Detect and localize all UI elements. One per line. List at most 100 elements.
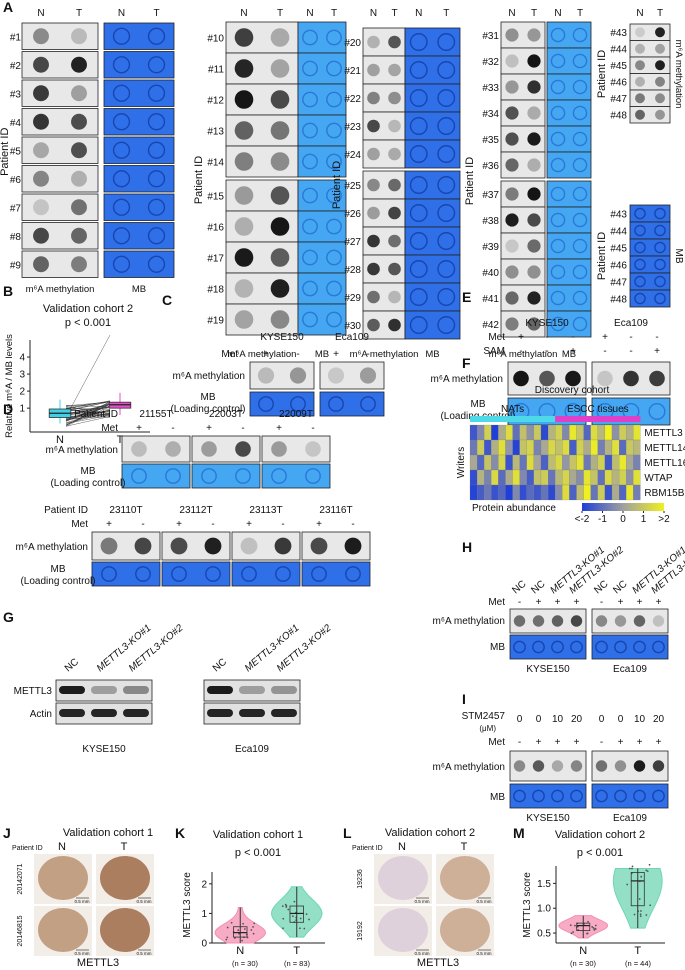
- label: MB: [201, 392, 216, 403]
- patient-id: #13: [207, 127, 224, 138]
- blot: [629, 272, 671, 291]
- jitter-point: [639, 913, 642, 916]
- blot-dot: [532, 760, 545, 772]
- heatmap-cell: [547, 454, 556, 471]
- heatmap-cell: [519, 469, 527, 486]
- label: 10: [634, 714, 646, 725]
- blot-dot: [112, 255, 131, 273]
- blot: [297, 303, 347, 336]
- blot-dot: [171, 566, 187, 582]
- band: [239, 709, 265, 717]
- heatmap-cell: [526, 454, 534, 471]
- patient-id: #1: [10, 32, 22, 43]
- label: -: [296, 349, 299, 360]
- blot-dot: [33, 170, 49, 187]
- heatmap-cell: [583, 439, 591, 456]
- label: -: [655, 332, 658, 343]
- blot-dot: [505, 54, 519, 68]
- blot-dot: [633, 615, 646, 627]
- blot-dot: [326, 60, 342, 77]
- y-tick-label: 2: [19, 387, 25, 398]
- heatmap-cell: [526, 469, 534, 486]
- heatmap-cell: [576, 424, 584, 441]
- tissue-core: [38, 908, 88, 952]
- blot: [103, 51, 175, 79]
- heatmap-cell: [626, 439, 634, 456]
- paired-line: [65, 400, 111, 410]
- blot: [546, 125, 592, 153]
- heatmap-cell: [626, 454, 634, 471]
- heatmap-cell: [484, 454, 492, 471]
- blot-dot: [623, 370, 639, 387]
- blot-dot: [437, 316, 456, 334]
- heatmap-cell: [505, 484, 513, 501]
- heatmap-cell: [626, 469, 634, 486]
- label: Discovery cohort: [535, 385, 610, 396]
- blot-dot: [100, 537, 118, 555]
- label: MB: [51, 564, 66, 575]
- blot-dot: [234, 310, 254, 329]
- column-header: NC: [592, 579, 610, 597]
- y-tick-label: 2: [201, 879, 207, 890]
- blot-dot: [437, 176, 456, 194]
- blot: [103, 136, 175, 164]
- blot-dot: [572, 238, 588, 254]
- blot-dot: [302, 280, 318, 297]
- blot: [546, 284, 592, 312]
- blot-dot: [326, 91, 342, 108]
- blot-dot: [112, 84, 131, 102]
- blot-dot: [654, 292, 666, 305]
- blot: [103, 250, 175, 278]
- heatmap-cell: [562, 469, 570, 486]
- column-header: METTL3-KO#1: [243, 623, 302, 675]
- blot-dot: [360, 396, 376, 412]
- label: m⁶A methylation: [673, 40, 684, 109]
- heatmap-cell: [491, 484, 499, 501]
- blot-dot: [437, 260, 456, 278]
- label: +: [637, 597, 643, 608]
- jitter-point: [628, 867, 631, 870]
- blot-dot: [131, 468, 147, 484]
- label: -: [603, 346, 606, 357]
- patient-id: #6: [10, 175, 22, 186]
- blot-dot: [147, 27, 166, 45]
- blot-dot: [290, 396, 306, 412]
- heatmap-cell: [498, 469, 506, 486]
- patient-id: #46: [610, 261, 627, 272]
- blot-dot: [305, 468, 321, 484]
- scale-label: 0.5 mm: [74, 951, 89, 956]
- heatmap-cell: [540, 424, 549, 441]
- heatmap-cell: [498, 484, 506, 501]
- blot-dot: [513, 789, 526, 803]
- heatmap-cell: [611, 454, 620, 471]
- blot-dot: [634, 258, 646, 271]
- label: +: [206, 423, 212, 434]
- blot: [404, 310, 461, 340]
- column-header: NC: [63, 657, 81, 675]
- blot-dot: [367, 63, 380, 77]
- x-tick-label: T: [634, 945, 641, 957]
- label: -: [281, 519, 284, 530]
- patient-id: #47: [610, 278, 627, 289]
- blot-dot: [551, 640, 564, 654]
- panel-label: F: [462, 355, 471, 371]
- blot-dot: [165, 468, 181, 484]
- blot: [629, 255, 671, 274]
- panel-label: M: [513, 825, 525, 841]
- group-bar: [470, 416, 556, 422]
- label: Patient ID: [193, 156, 205, 204]
- paired-line: [65, 334, 111, 418]
- heatmap-cell: [547, 469, 556, 486]
- blot-dot: [112, 27, 131, 45]
- blot-dot: [527, 239, 541, 253]
- jitter-point: [237, 929, 240, 932]
- patient-id: #16: [207, 223, 224, 234]
- jitter-point: [282, 917, 285, 920]
- blot-dot: [71, 142, 87, 159]
- patient-id: #12: [207, 96, 224, 107]
- heatmap-cell: [597, 454, 605, 471]
- blot-dot: [505, 291, 519, 305]
- label: +: [555, 737, 561, 748]
- blot-dot: [539, 370, 555, 387]
